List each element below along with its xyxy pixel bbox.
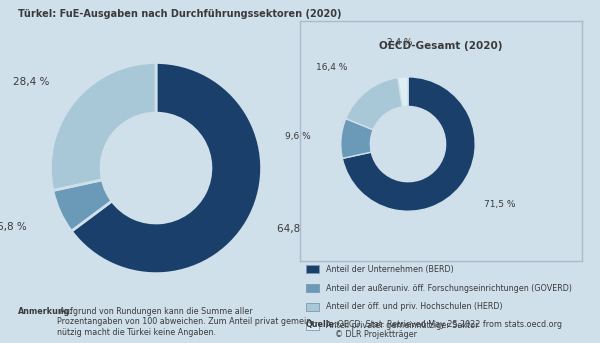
Text: Anteil der außeruniv. öff. Forschungseinrichtungen (GOVERD): Anteil der außeruniv. öff. Forschungsein… — [326, 284, 572, 293]
Wedge shape — [53, 180, 112, 231]
Wedge shape — [398, 77, 408, 107]
Text: 28,4 %: 28,4 % — [13, 77, 49, 87]
Text: 9,6 %: 9,6 % — [285, 132, 311, 141]
Text: Quelle:: Quelle: — [306, 320, 338, 329]
Text: OECD-Gesamt (2020): OECD-Gesamt (2020) — [379, 41, 503, 51]
Wedge shape — [343, 77, 475, 211]
Text: Anteil der Unternehmen (BERD): Anteil der Unternehmen (BERD) — [326, 265, 454, 274]
Text: Anteil der öff. und priv. Hochschulen (HERD): Anteil der öff. und priv. Hochschulen (H… — [326, 303, 503, 311]
Text: 6,8 %: 6,8 % — [0, 222, 26, 232]
Text: 2,4 %: 2,4 % — [387, 38, 413, 47]
Wedge shape — [50, 62, 156, 190]
Text: 71,5 %: 71,5 % — [484, 201, 515, 210]
Text: 64,8 %: 64,8 % — [277, 224, 313, 234]
Wedge shape — [341, 119, 373, 158]
Text: Anmerkung:: Anmerkung: — [18, 307, 74, 316]
Wedge shape — [346, 78, 403, 130]
Text: Aufgrund von Rundungen kann die Summe aller
Prozentangaben von 100 abweichen. Zu: Aufgrund von Rundungen kann die Summe al… — [57, 307, 314, 337]
Text: Anteil privater gemeinnütziger Sektor: Anteil privater gemeinnütziger Sektor — [326, 321, 479, 330]
Text: Türkel: FuE-Ausgaben nach Durchführungssektoren (2020): Türkel: FuE-Ausgaben nach Durchführungss… — [18, 9, 341, 19]
Text: 16,4 %: 16,4 % — [316, 63, 347, 72]
Text: OECD. Stat. Retrieved May 25,2022 from stats.oecd.org
© DLR Projektträger: OECD. Stat. Retrieved May 25,2022 from s… — [335, 320, 562, 339]
Wedge shape — [71, 62, 262, 274]
